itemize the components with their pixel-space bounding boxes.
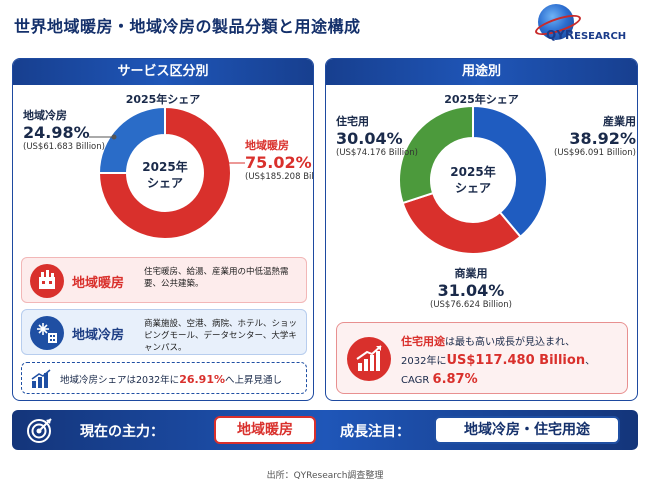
summary-banner: 現在の主力： 地域暖房 成長注目： 地域冷房・住宅用途: [12, 410, 638, 450]
application-slice-0: [472, 104, 548, 239]
residential-growth-text: 住宅用途は最も高い成長が見込まれ、 2032年にUS$117.480 Billi…: [401, 335, 596, 387]
service-panel: サービス区分別 2025年シェア 2025年 シェア 地域冷房 24.98% (…: [12, 58, 314, 401]
logo-text: QYRESEARCH: [546, 28, 627, 42]
donut-center-label: 2025年 シェア: [450, 165, 496, 195]
chart-subtitle: 2025年シェア: [444, 93, 519, 106]
application-donut-chart: [398, 104, 548, 255]
current-main-label: 現在の主力：: [80, 424, 164, 440]
bar-chart-icon: [31, 369, 51, 388]
cooling-box-desc: 商業施設、空港、病院、ホテル、ショッピングモール、データセンター、大学キャンパス…: [144, 319, 298, 353]
page-title: 世界地域暖房・地域冷房の製品分類と用途構成: [14, 17, 361, 36]
current-main-pill: 地域暖房: [214, 416, 316, 444]
chart-subtitle: 2025年シェア: [125, 93, 201, 106]
heating-box-title: 地域暖房: [72, 276, 125, 291]
globe-icon: [538, 4, 574, 40]
growth-focus-label: 成長注目：: [340, 424, 410, 440]
heating-box-desc: 住宅暖房、給湯、産業用の中低温熱需要、公共建築。: [144, 267, 289, 289]
cooling-info-box: 地域冷房 商業施設、空港、病院、ホテル、ショッピングモール、データセンター、大学…: [21, 309, 307, 355]
application-slice-2: [398, 104, 474, 205]
service-slice-0: [97, 105, 232, 240]
growth-focus-pill: 地域冷房・住宅用途: [434, 416, 620, 444]
growth-chart-icon: [347, 337, 391, 381]
industrial-label: 産業用 38.92% (US$96.091 Billion): [554, 115, 636, 158]
source-note: 出所：QYResearch調査整理: [266, 471, 384, 481]
heating-label: 地域暖房 75.02% (US$185.208 Billion): [245, 139, 314, 182]
service-donut-chart: [97, 105, 232, 240]
service-slice-1: [97, 105, 166, 174]
cooling-label: 地域冷房 24.98% (US$61.683 Billion): [23, 109, 105, 152]
residential-growth-box: 住宅用途は最も高い成長が見込まれ、 2032年にUS$117.480 Billi…: [336, 322, 628, 394]
target-icon: [27, 418, 52, 443]
cooling-leader-line: [89, 134, 117, 140]
donut-center-label: 2025年 シェア: [142, 160, 188, 190]
residential-label: 住宅用 30.04% (US$74.176 Billion): [336, 115, 418, 158]
panel-title: 用途別: [326, 59, 637, 85]
application-slice-1: [401, 191, 522, 255]
heating-leader-line: [221, 160, 245, 166]
header: 世界地域暖房・地域冷房の製品分類と用途構成 QYRESEARCH: [0, 0, 650, 48]
logo: QYRESEARCH: [526, 4, 636, 44]
cooling-forecast-text: 地域冷房シェアは2032年に26.91%へ上昇見通し: [60, 373, 283, 386]
snowflake-building-icon: [30, 316, 64, 350]
application-panel: 用途別 2025年シェア 2025年 シェア 住宅用 30.04% (US$74…: [325, 58, 638, 401]
cooling-box-title: 地域冷房: [72, 328, 125, 343]
heating-info-box: 地域暖房 住宅暖房、給湯、産業用の中低温熱需要、公共建築。: [21, 257, 307, 303]
cooling-forecast-note: 地域冷房シェアは2032年に26.91%へ上昇見通し: [21, 362, 307, 394]
factory-icon: [30, 264, 64, 298]
commercial-label: 商業用 31.04% (US$76.624 Billion): [430, 267, 512, 310]
panel-title: サービス区分別: [13, 59, 313, 85]
